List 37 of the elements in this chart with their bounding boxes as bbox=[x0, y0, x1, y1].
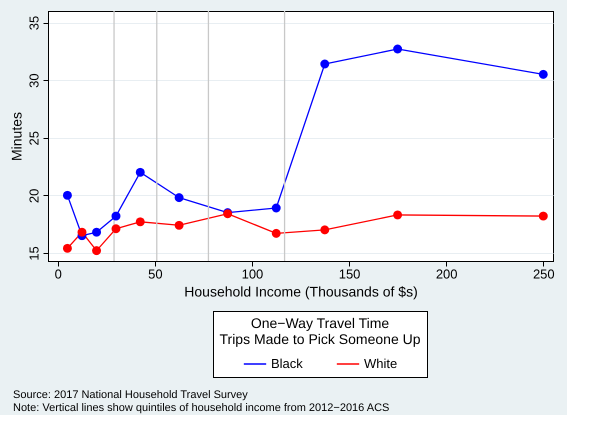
point bbox=[136, 217, 145, 226]
y-tick-label: 35 bbox=[26, 16, 42, 30]
x-tick-label: 50 bbox=[148, 266, 163, 282]
legend-title: One−Way Travel Time Trips Made to Pick Someone Up bbox=[219, 315, 421, 347]
point bbox=[62, 244, 72, 253]
source-note: Source: 2017 National Household Travel Survey bbox=[13, 389, 248, 401]
point bbox=[538, 70, 548, 79]
point bbox=[538, 212, 548, 221]
y-tick-label: 15 bbox=[26, 246, 42, 261]
point bbox=[320, 225, 330, 234]
point bbox=[174, 193, 184, 202]
point bbox=[272, 228, 281, 238]
legend-label: Black bbox=[271, 356, 304, 371]
point bbox=[62, 190, 72, 200]
legend-label: White bbox=[364, 356, 398, 371]
point bbox=[393, 210, 402, 220]
y-tick-label: 25 bbox=[26, 130, 42, 146]
point bbox=[272, 204, 281, 212]
point bbox=[78, 228, 86, 237]
x-axis-title: Household Income (Thousands of $s) bbox=[184, 284, 418, 300]
x-tick-label: 150 bbox=[338, 266, 360, 282]
point bbox=[393, 44, 402, 54]
x-tick-label: 200 bbox=[436, 266, 458, 282]
point bbox=[136, 168, 145, 177]
point bbox=[174, 220, 184, 230]
x-tick-label: 250 bbox=[532, 266, 555, 282]
point bbox=[112, 224, 120, 234]
x-tick-label: 0 bbox=[54, 266, 62, 282]
text: Note: Vertical lines show quintiles of household income from 2012−2016 ACS bbox=[13, 402, 390, 414]
point bbox=[112, 212, 120, 221]
y-tick-label: 20 bbox=[26, 188, 42, 204]
point bbox=[92, 246, 102, 256]
point bbox=[92, 228, 102, 237]
point bbox=[320, 60, 330, 68]
x-tick-label: 100 bbox=[242, 266, 264, 282]
y-axis-title: Minutes bbox=[8, 112, 24, 162]
y-tick-label: 30 bbox=[26, 73, 42, 88]
